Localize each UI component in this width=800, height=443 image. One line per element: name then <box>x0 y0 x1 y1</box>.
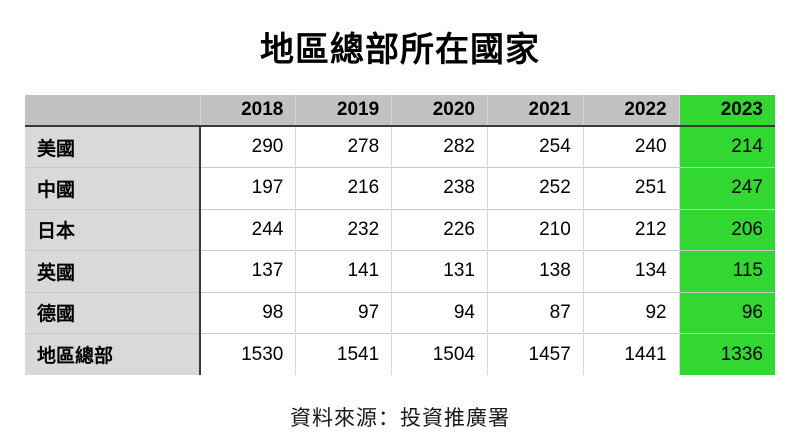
value-cell: 92 <box>582 291 680 334</box>
source-caption: 資料來源：投資推廣署 <box>290 407 510 430</box>
value-cell: 134 <box>582 250 680 292</box>
row-label: 日本 <box>25 208 202 251</box>
table-row: 中國 197 216 238 252 251 247 <box>25 167 775 209</box>
value-cell: 1457 <box>486 333 584 375</box>
value-cell: 254 <box>486 126 584 168</box>
value-cell: 1541 <box>295 333 392 375</box>
value-cell: 226 <box>391 208 488 251</box>
value-cell: 282 <box>391 126 488 168</box>
year-header-2022: 2022 <box>582 95 680 127</box>
header-row: 2018 2019 2020 2021 2022 2023 <box>25 95 775 127</box>
row-label: 美國 <box>25 126 202 168</box>
value-cell: 1530 <box>199 333 296 375</box>
value-cell: 97 <box>295 291 392 334</box>
value-cell: 210 <box>486 208 584 251</box>
value-cell: 1504 <box>391 333 488 375</box>
value-cell: 238 <box>391 167 488 209</box>
year-header-2023: 2023 <box>678 95 775 127</box>
value-cell: 94 <box>391 291 488 334</box>
value-cell: 141 <box>295 250 392 292</box>
row-label: 地區總部 <box>25 333 202 375</box>
value-cell: 87 <box>486 291 584 334</box>
table-row: 美國 290 278 282 254 240 214 <box>25 126 775 168</box>
row-label: 中國 <box>25 167 202 209</box>
year-header-2019: 2019 <box>295 95 392 127</box>
value-cell: 131 <box>391 250 488 292</box>
value-cell: 96 <box>678 291 775 334</box>
value-cell: 1441 <box>582 333 680 375</box>
value-cell: 244 <box>199 208 296 251</box>
table-row: 地區總部 1530 1541 1504 1457 1441 1336 <box>25 333 775 375</box>
value-cell: 115 <box>678 250 775 292</box>
value-cell: 216 <box>295 167 392 209</box>
page-title: 地區總部所在國家 <box>260 31 540 69</box>
value-cell: 138 <box>486 250 584 292</box>
value-cell: 251 <box>582 167 680 209</box>
table-row: 德國 98 97 94 87 92 96 <box>25 291 775 334</box>
row-label: 德國 <box>25 291 202 334</box>
table-header: 2018 2019 2020 2021 2022 2023 <box>25 95 775 127</box>
value-cell: 252 <box>486 167 584 209</box>
value-cell: 206 <box>678 208 775 251</box>
value-cell: 1336 <box>678 333 775 375</box>
corner-cell <box>25 95 201 127</box>
table-row: 日本 244 232 226 210 212 206 <box>25 208 775 251</box>
value-cell: 290 <box>199 126 296 168</box>
value-cell: 247 <box>678 167 775 209</box>
row-label: 英國 <box>25 250 202 292</box>
value-cell: 240 <box>582 126 680 168</box>
value-cell: 212 <box>582 208 680 251</box>
year-header-2021: 2021 <box>486 95 584 127</box>
value-cell: 197 <box>199 167 296 209</box>
table-body: 美國 290 278 282 254 240 214 中國 197 216 238 252 251 247… <box>25 126 775 375</box>
value-cell: 137 <box>199 250 296 292</box>
value-cell: 214 <box>678 126 775 168</box>
value-cell: 98 <box>199 291 296 334</box>
year-header-2018: 2018 <box>199 95 296 127</box>
value-cell: 278 <box>295 126 392 168</box>
value-cell: 232 <box>295 208 392 251</box>
year-header-2020: 2020 <box>391 95 488 127</box>
data-table: 2018 2019 2020 2021 2022 2023 美國 290 278 282 254 2… <box>25 95 775 375</box>
table-row: 英國 137 141 131 138 134 115 <box>25 250 775 292</box>
